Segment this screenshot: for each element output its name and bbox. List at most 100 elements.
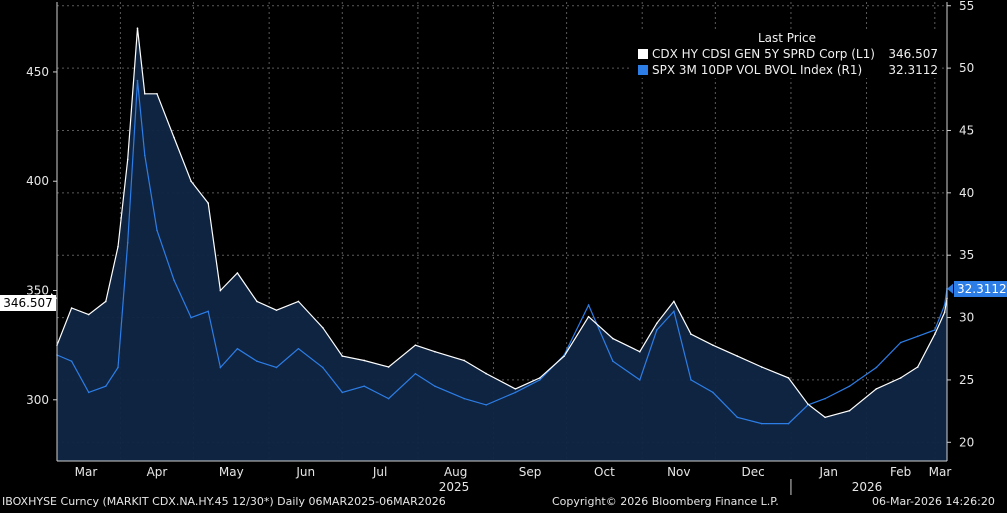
series-area-cdx	[57, 28, 947, 461]
legend-series-value: 32.3112	[888, 63, 938, 77]
legend-series-value: 346.507	[888, 47, 938, 61]
legend-title: Last Price	[757, 31, 817, 45]
data-point-cdx	[787, 377, 790, 379]
data-point-spx	[787, 422, 790, 425]
data-point-cdx	[899, 377, 902, 379]
data-point-spx	[87, 391, 90, 394]
footer-timestamp: 06-Mar-2026 14:26:20	[872, 495, 995, 508]
data-point-spx	[673, 310, 675, 313]
data-point-cdx	[156, 93, 158, 95]
data-point-cdx	[587, 315, 590, 318]
right-axis-tick-label: 50	[959, 61, 974, 75]
data-point-spx	[236, 347, 239, 350]
right-axis-tick-label: 40	[959, 186, 974, 200]
data-point-spx	[824, 397, 826, 400]
x-axis-month-label: Aug	[444, 465, 467, 479]
x-axis-month-label: Feb	[890, 465, 911, 479]
x-axis-month-label: Jul	[372, 465, 387, 479]
data-point-spx	[916, 335, 919, 338]
data-point-spx	[638, 379, 641, 381]
data-point-spx	[414, 372, 417, 375]
data-point-spx	[363, 385, 366, 387]
legend-entry-cdx[interactable]: CDX HY CDSI GEN 5Y SPRD Corp (L1) 346.50…	[632, 46, 942, 62]
left-axis-tick-label: 300	[26, 393, 49, 407]
data-point-spx	[485, 404, 487, 406]
data-point-spx	[321, 366, 324, 369]
data-point-spx	[156, 229, 158, 232]
data-point-spx	[256, 360, 258, 363]
data-point-cdx	[563, 355, 565, 357]
data-point-spx	[104, 385, 107, 387]
data-point-cdx	[934, 333, 936, 336]
data-point-spx	[712, 391, 714, 394]
data-point-spx	[943, 304, 946, 306]
right-axis-tick-label: 20	[959, 435, 974, 449]
data-point-cdx	[807, 403, 809, 405]
data-point-cdx	[126, 158, 129, 161]
data-point-cdx	[875, 388, 878, 390]
x-axis-month-label: Apr	[147, 465, 168, 479]
data-point-cdx	[207, 202, 209, 204]
data-point-spx	[387, 397, 390, 400]
data-point-cdx	[538, 377, 541, 379]
data-point-cdx	[297, 300, 300, 303]
data-point-spx	[875, 366, 878, 369]
data-point-cdx	[434, 350, 436, 353]
data-point-spx	[760, 422, 763, 425]
data-point-spx	[934, 329, 936, 331]
data-point-spx	[563, 354, 565, 356]
data-point-spx	[612, 360, 614, 363]
x-axis-month-label: Jun	[295, 465, 315, 479]
data-point-cdx	[363, 359, 366, 362]
data-point-spx	[848, 385, 851, 387]
legend-entry-spx[interactable]: SPX 3M 10DP VOL BVOL Index (R1) 32.3112	[632, 62, 942, 78]
data-point-cdx	[117, 246, 119, 248]
data-point-spx	[136, 79, 139, 82]
data-point-spx	[275, 366, 278, 369]
data-point-spx	[70, 360, 73, 363]
data-point-cdx	[514, 388, 517, 390]
data-point-spx	[690, 379, 692, 381]
legend-series-name: CDX HY CDSI GEN 5Y SPRD Corp (L1)	[652, 47, 875, 61]
right-axis-tick-label: 35	[959, 248, 974, 262]
data-point-cdx	[916, 366, 919, 368]
data-point-spx	[207, 310, 209, 313]
data-point-cdx	[321, 326, 324, 329]
last-value-tag-right: 32.3112	[954, 281, 1007, 297]
x-axis-month-label: Mar	[75, 465, 98, 479]
data-point-spx	[190, 316, 192, 319]
data-point-cdx	[190, 180, 192, 183]
right-axis-tick-label: 55	[959, 0, 974, 13]
data-point-spx	[219, 366, 222, 369]
right-axis-tick-label: 30	[959, 311, 974, 325]
x-axis-month-label: Mar	[929, 465, 952, 479]
left-axis-tick-label: 350	[26, 284, 49, 298]
data-point-cdx	[414, 344, 417, 346]
data-point-spx	[297, 347, 300, 350]
data-point-cdx	[104, 300, 107, 303]
data-point-spx	[538, 379, 541, 381]
data-point-spx	[117, 366, 119, 369]
legend-series-name: SPX 3M 10DP VOL BVOL Index (R1)	[652, 63, 863, 77]
data-point-spx	[899, 341, 902, 344]
data-point-cdx	[824, 416, 826, 419]
legend-swatch-white	[638, 49, 648, 59]
data-point-cdx	[236, 272, 239, 274]
left-axis-tick-label: 450	[26, 65, 49, 79]
data-point-cdx	[219, 289, 222, 292]
x-axis-year-label: 2026	[852, 480, 883, 494]
data-point-spx	[126, 241, 129, 244]
data-point-spx	[736, 416, 739, 419]
data-point-cdx	[70, 307, 73, 309]
legend: Last Price CDX HY CDSI GEN 5Y SPRD Corp …	[632, 30, 942, 78]
data-point-cdx	[87, 313, 90, 316]
data-point-cdx	[712, 344, 714, 346]
footer-security-info: IBOXHYSE Curncy (MARKIT CDX.NA.HY.45 12/…	[2, 495, 446, 508]
data-point-cdx	[848, 409, 851, 412]
data-point-spx	[514, 391, 517, 394]
data-point-cdx	[943, 311, 946, 314]
data-point-cdx	[673, 300, 675, 303]
data-point-spx	[173, 279, 175, 281]
data-point-cdx	[638, 350, 641, 353]
